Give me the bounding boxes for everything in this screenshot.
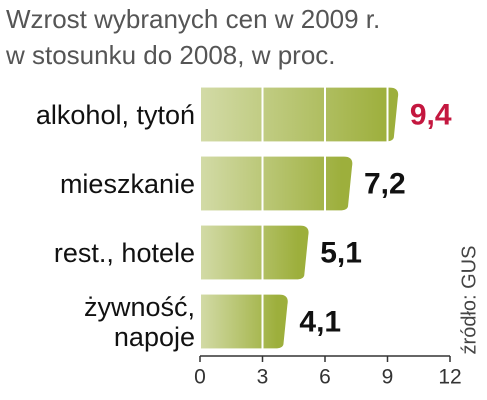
bars [200,87,399,349]
x-tick-label: 3 [257,366,269,389]
source: źródło: GUS [458,246,480,355]
category-label: rest., hotele [53,237,195,268]
x-tick-label: 9 [382,366,394,389]
value-label: 9,4 [410,98,452,131]
bar-shine [200,156,342,211]
grid [199,80,451,356]
x-tick-label: 6 [319,366,331,389]
value-label: 5,1 [320,236,362,269]
value-label: 7,2 [364,167,406,200]
bar-shine [200,225,299,280]
x-tick-label: 0 [194,366,206,389]
category-label: mieszkanie [59,168,195,199]
value-label: 4,1 [299,305,341,338]
bar-shine [200,294,278,349]
category-label: alkohol, tytoń [35,99,195,130]
x-tick-label: 12 [438,366,461,389]
chart-title: Wzrost wybranych cen w 2009 r. [6,4,381,34]
bar-shine [200,87,388,142]
category-label: żywność, napoje [83,291,195,352]
chart-subtitle: w stosunku do 2008, w proc. [6,40,336,70]
